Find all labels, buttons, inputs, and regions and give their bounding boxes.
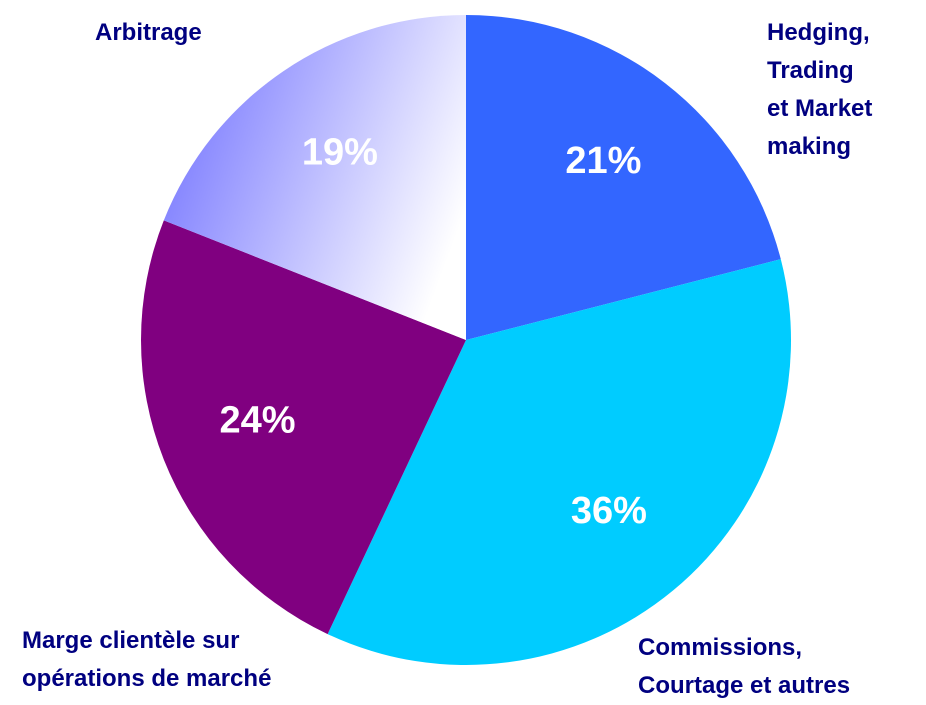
- value-label: 36%: [571, 490, 647, 532]
- value-label: 19%: [302, 132, 378, 174]
- category-label: Arbitrage: [95, 19, 202, 46]
- value-label: 24%: [219, 400, 295, 442]
- pie-slice: [466, 15, 781, 340]
- category-label: Marge clientèle sur opérations de marché: [22, 627, 272, 692]
- value-label: 21%: [565, 140, 641, 182]
- pie-slice: [163, 15, 467, 340]
- category-label: Hedging, Trading et Market making: [767, 19, 873, 160]
- pie-slice: [327, 259, 791, 665]
- pie-slice: [141, 220, 467, 635]
- category-label: Commissions, Courtage et autres: [638, 634, 851, 699]
